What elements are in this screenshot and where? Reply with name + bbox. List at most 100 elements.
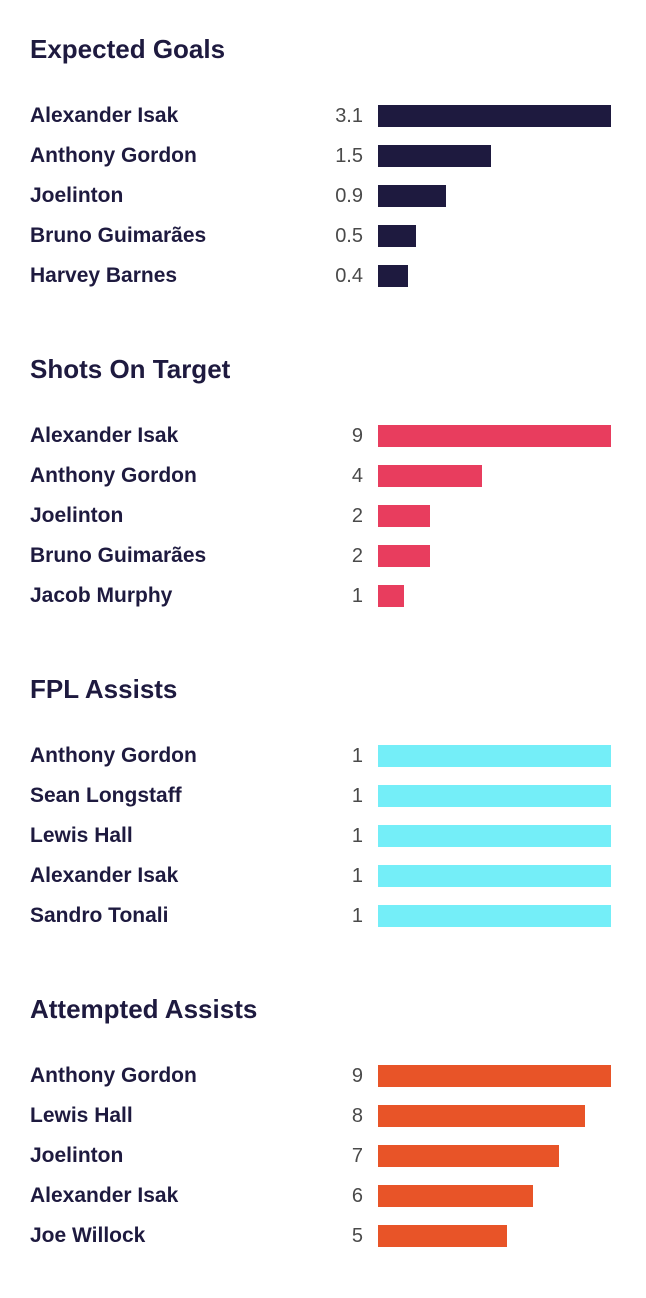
stat-row: Lewis Hall 8 — [30, 1104, 611, 1128]
stat-bar — [378, 105, 611, 127]
stat-bar — [378, 825, 611, 847]
stat-row: Alexander Isak 1 — [30, 864, 611, 888]
chart-section: Shots On Target Alexander Isak 9 Anthony Go… — [30, 352, 611, 624]
stat-row: Anthony Gordon 1.5 — [30, 144, 611, 168]
stat-value: 3.1 — [335, 105, 363, 127]
stat-bar — [378, 425, 611, 447]
player-name: Joelinton — [30, 184, 124, 207]
stat-value: 8 — [351, 1105, 363, 1127]
player-name: Bruno Guimarães — [30, 224, 207, 247]
player-name: Joelinton — [30, 504, 124, 527]
player-name: Lewis Hall — [30, 1104, 133, 1127]
bar-track — [378, 145, 611, 167]
stat-value: 0.5 — [335, 225, 363, 247]
stat-row: Sean Longstaff 1 — [30, 784, 611, 808]
stat-value: 6 — [351, 1185, 363, 1207]
bar-track — [378, 105, 611, 127]
stat-bar — [378, 1145, 559, 1167]
stat-row: Bruno Guimarães 0.5 — [30, 224, 611, 248]
stat-row: Harvey Barnes 0.4 — [30, 264, 611, 288]
stat-value: 1 — [351, 745, 363, 767]
stat-row: Alexander Isak 6 — [30, 1184, 611, 1208]
bar-track — [378, 185, 611, 207]
stat-bar — [378, 1105, 585, 1127]
player-name: Anthony Gordon — [30, 744, 197, 767]
player-name: Alexander Isak — [30, 104, 179, 127]
bar-track — [378, 785, 611, 807]
stat-value: 2 — [351, 545, 363, 567]
bar-track — [378, 465, 611, 487]
stat-value: 5 — [351, 1225, 363, 1247]
player-name: Anthony Gordon — [30, 464, 197, 487]
stat-row: Bruno Guimarães 2 — [30, 544, 611, 568]
stat-bar — [378, 865, 611, 887]
player-name: Joelinton — [30, 1144, 124, 1167]
stat-bar — [378, 465, 482, 487]
player-name: Lewis Hall — [30, 824, 133, 847]
stat-bar — [378, 1185, 533, 1207]
bar-track — [378, 265, 611, 287]
player-name: Joe Willock — [30, 1224, 146, 1247]
bar-track — [378, 1145, 611, 1167]
stat-row: Lewis Hall 1 — [30, 824, 611, 848]
bar-track — [378, 225, 611, 247]
stat-value: 4 — [351, 465, 363, 487]
stat-row: Joelinton 7 — [30, 1144, 611, 1168]
stat-row: Jacob Murphy 1 — [30, 584, 611, 608]
stat-bar — [378, 1065, 611, 1087]
player-name: Harvey Barnes — [30, 264, 178, 287]
bar-track — [378, 585, 611, 607]
section-title: Attempted Assists — [30, 994, 258, 1024]
stat-row: Anthony Gordon 9 — [30, 1064, 611, 1088]
bar-track — [378, 505, 611, 527]
player-name: Anthony Gordon — [30, 144, 197, 167]
stat-bar — [378, 905, 611, 927]
stat-row: Sandro Tonali 1 — [30, 904, 611, 928]
stat-row: Anthony Gordon 1 — [30, 744, 611, 768]
stat-row: Alexander Isak 3.1 — [30, 104, 611, 128]
stat-bar — [378, 225, 416, 247]
player-name: Alexander Isak — [30, 1184, 179, 1207]
stat-value: 9 — [351, 425, 363, 447]
stat-bar — [378, 185, 446, 207]
bar-track — [378, 905, 611, 927]
player-name: Anthony Gordon — [30, 1064, 197, 1087]
stat-value: 0.4 — [335, 265, 363, 287]
player-name: Jacob Murphy — [30, 584, 173, 607]
stat-bar — [378, 585, 404, 607]
stat-bar — [378, 145, 491, 167]
stat-row: Joe Willock 5 — [30, 1224, 611, 1248]
stat-value: 1.5 — [335, 145, 363, 167]
chart-section: FPL Assists Anthony Gordon 1 Sean Longstaff… — [30, 672, 611, 944]
stat-value: 1 — [351, 865, 363, 887]
bar-track — [378, 425, 611, 447]
stat-bar — [378, 1225, 507, 1247]
stat-value: 1 — [351, 585, 363, 607]
stat-row: Joelinton 0.9 — [30, 184, 611, 208]
stat-value: 2 — [351, 505, 363, 527]
stat-row: Alexander Isak 9 — [30, 424, 611, 448]
bar-track — [378, 1105, 611, 1127]
bar-track — [378, 1185, 611, 1207]
player-name: Sean Longstaff — [30, 784, 182, 807]
stat-bar — [378, 745, 611, 767]
stat-bar — [378, 545, 430, 567]
stat-bar — [378, 265, 408, 287]
stat-value: 0.9 — [335, 185, 363, 207]
stat-bar — [378, 785, 611, 807]
section-title: Shots On Target — [30, 354, 231, 384]
bar-track — [378, 1225, 611, 1247]
section-title: FPL Assists — [30, 674, 178, 704]
stat-value: 9 — [351, 1065, 363, 1087]
chart-section: Attempted Assists Anthony Gordon 9 Lewis Ha… — [30, 992, 611, 1264]
stat-value: 7 — [351, 1145, 363, 1167]
player-name: Sandro Tonali — [30, 904, 169, 927]
stat-value: 1 — [351, 905, 363, 927]
stat-row: Anthony Gordon 4 — [30, 464, 611, 488]
section-title: Expected Goals — [30, 34, 226, 64]
player-name: Alexander Isak — [30, 424, 179, 447]
stat-value: 1 — [351, 825, 363, 847]
bar-track — [378, 825, 611, 847]
bar-track — [378, 865, 611, 887]
player-name: Bruno Guimarães — [30, 544, 207, 567]
